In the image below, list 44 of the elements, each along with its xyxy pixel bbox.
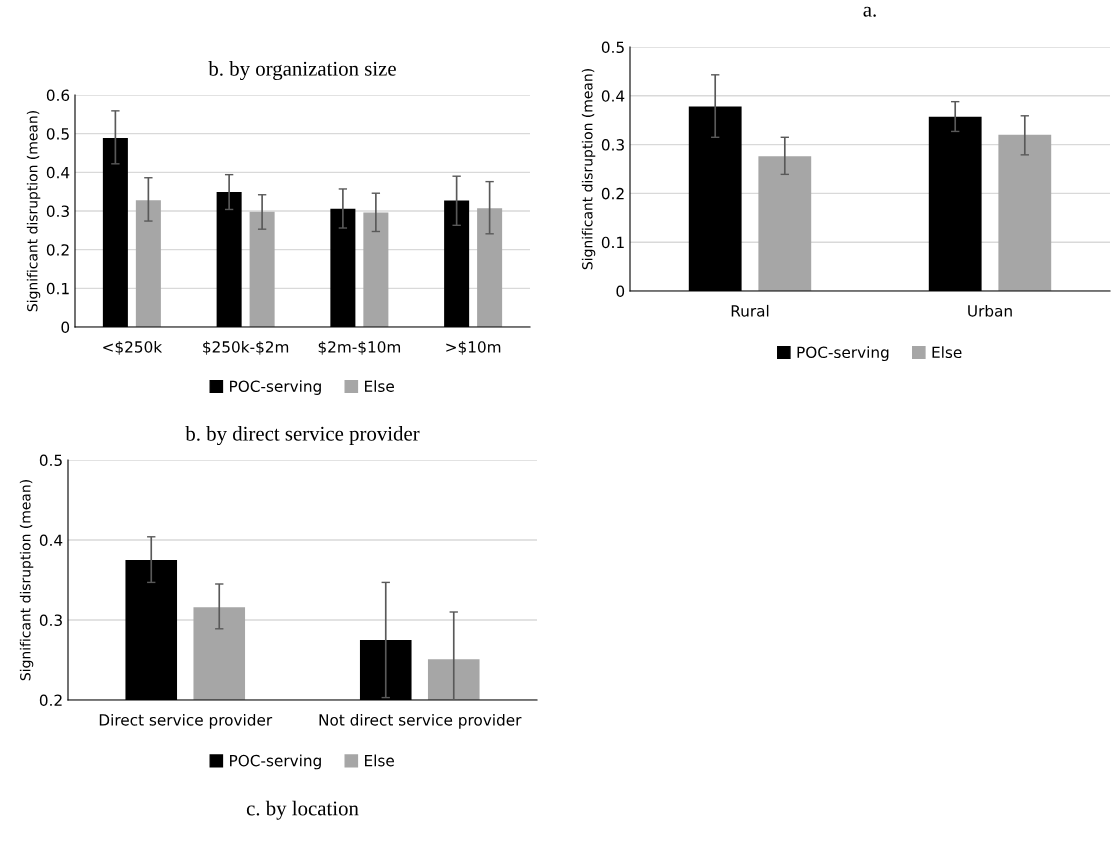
y-tick-label: 0.5 — [601, 41, 624, 54]
legend-label: POC-serving — [230, 380, 321, 395]
y-tick-label: 0 — [61, 321, 70, 334]
x-tick-label: >$10m — [446, 340, 501, 355]
chart-title: b. by organization size — [208, 61, 396, 81]
x-tick-label: $250k-$2m — [203, 340, 289, 355]
text: c. by location — [246, 800, 359, 820]
y-axis-title: Significant disruption (mean) — [19, 480, 34, 681]
legend-label: POC-serving — [230, 754, 321, 770]
legend-label: Else — [365, 380, 394, 393]
bar — [249, 211, 275, 327]
y-tick-label: 0.2 — [46, 244, 69, 256]
y-tick-label: 0.5 — [46, 128, 69, 140]
y-tick-label: 0.3 — [46, 205, 69, 218]
x-tick-label: Urban — [968, 304, 1012, 317]
y-tick-label: 0.4 — [46, 166, 70, 179]
y-tick-label: 0.3 — [39, 614, 62, 627]
chart-title: b. by direct service provider — [185, 426, 420, 446]
x-tick-label: Not direct service provider — [319, 713, 522, 729]
x-tick-label: $2m-$10m — [318, 340, 401, 355]
y-tick-label: 0.2 — [39, 694, 62, 707]
y-tick-label: 0.1 — [601, 236, 624, 249]
bar — [758, 156, 812, 291]
x-tick-label: Rural — [731, 304, 769, 317]
y-tick-label: 0.5 — [39, 454, 62, 467]
bar — [363, 212, 389, 327]
x-tick-label: <$250k — [103, 340, 163, 355]
chart-title: a. — [863, 6, 876, 17]
y-axis-title: Significant disruption (mean) — [26, 111, 41, 312]
bar — [477, 208, 503, 327]
bar — [135, 200, 161, 327]
y-tick-label: 0.1 — [46, 282, 69, 295]
legend-label: Else — [932, 346, 962, 359]
y-axis-title: Significant disruption (mean) — [581, 69, 596, 270]
y-tick-label: 0.3 — [601, 139, 624, 151]
y-tick-label: 0.4 — [39, 534, 63, 547]
legend-label: POC-serving — [797, 346, 889, 362]
x-tick-label: Direct service provider — [99, 713, 273, 729]
legend-label: Else — [365, 754, 394, 767]
bar — [998, 134, 1052, 291]
y-tick-label: 0.2 — [601, 187, 624, 200]
y-tick-label: 0 — [616, 285, 625, 298]
y-tick-label: 0.4 — [601, 90, 625, 102]
y-tick-label: 0.6 — [46, 89, 70, 102]
